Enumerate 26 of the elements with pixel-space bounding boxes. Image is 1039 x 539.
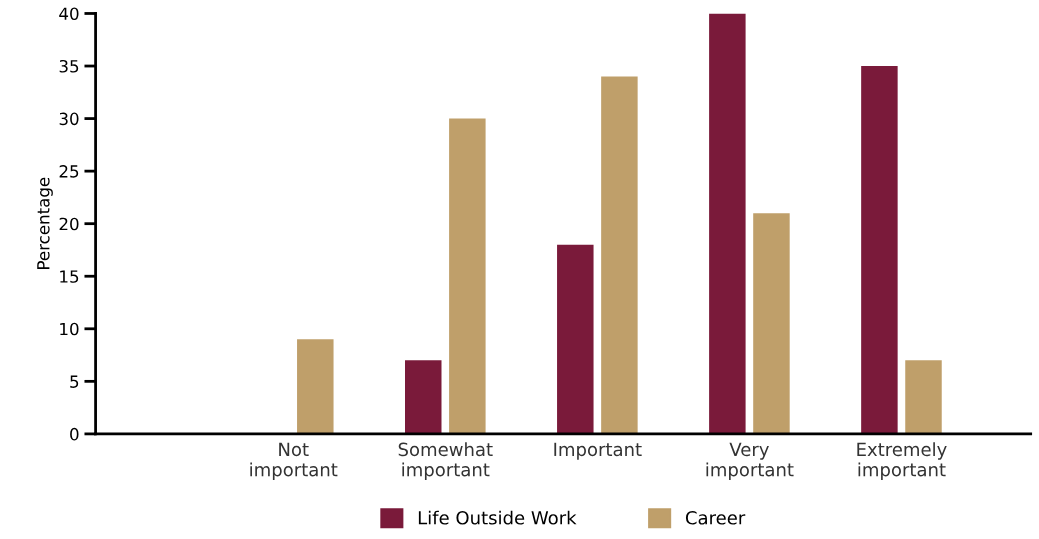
bar — [905, 360, 942, 434]
bar — [557, 244, 594, 434]
bar — [449, 118, 486, 434]
x-tick-label: Extremely important — [857, 442, 947, 480]
legend-label: Career — [685, 510, 746, 525]
bar — [753, 213, 790, 434]
y-tick-label: 30 — [59, 112, 79, 126]
bar — [601, 76, 638, 434]
legend-label: Life Outside Work — [418, 510, 577, 525]
y-tick-label: 15 — [60, 270, 79, 283]
y-tick-label: 35 — [59, 59, 79, 73]
x-tick-label: Very important — [706, 442, 794, 480]
y-axis-title: Percentage — [37, 177, 53, 269]
x-tick-label: Somewhat important — [398, 442, 493, 480]
x-tick-label: Not important — [250, 442, 338, 480]
bar — [709, 13, 746, 434]
bar — [405, 360, 442, 434]
y-tick-label: 25 — [59, 165, 79, 178]
y-tick-label: 40 — [59, 7, 79, 21]
bar — [861, 66, 898, 434]
y-tick-label: 20 — [59, 217, 79, 231]
y-tick-label: 10 — [60, 322, 79, 336]
x-tick-label: Important — [554, 442, 642, 460]
y-tick-label: 0 — [70, 427, 79, 441]
bar — [297, 339, 334, 434]
y-tick-label: 5 — [70, 375, 79, 388]
